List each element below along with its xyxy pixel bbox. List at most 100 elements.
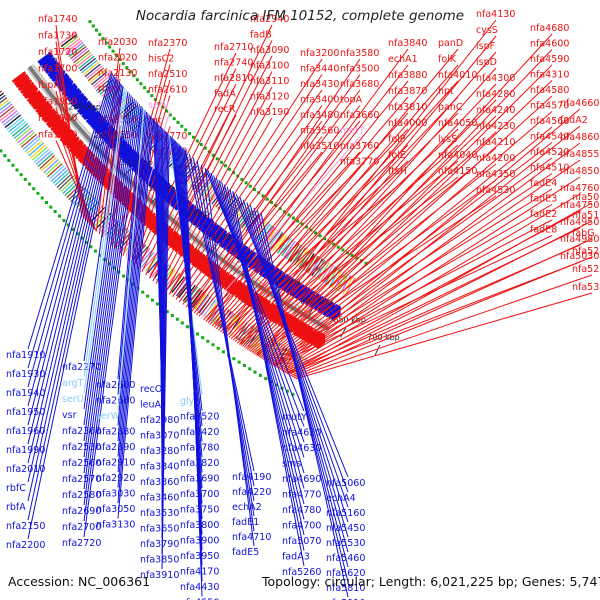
- forward-gene-label: nfa2740: [214, 58, 253, 69]
- outer-tick-dot: [80, 236, 84, 240]
- scale-label: 450 kbp: [206, 233, 239, 242]
- reverse-gene-label-leader: [83, 95, 132, 442]
- inner-tick-dot: [223, 164, 227, 168]
- forward-gene-label: nfa4980: [560, 234, 599, 245]
- outer-tick-dot: [285, 389, 289, 393]
- forward-gene-label: nfa3840: [388, 38, 427, 49]
- inner-tick-dot: [135, 78, 139, 82]
- reverse-cog-mark: [81, 59, 98, 74]
- forward-gene-label: nfa2610: [148, 85, 187, 96]
- forward-gene-label: nfa2350: [98, 115, 137, 126]
- forward-cog-mark: [39, 154, 56, 170]
- reverse-gene-label-leader: [117, 119, 154, 519]
- forward-cog-mark: [54, 171, 71, 186]
- outer-tick-dot: [248, 367, 252, 371]
- inner-tick-dot: [165, 109, 169, 113]
- outer-tick-dot: [146, 294, 150, 298]
- forward-gene-label: folK: [438, 54, 457, 65]
- reverse-gene-label: fadA3: [282, 552, 310, 563]
- forward-gene-label: nfa4560: [530, 116, 569, 127]
- forward-gene-label-leader: [292, 256, 593, 378]
- forward-cog-mark: [58, 175, 74, 191]
- forward-gene-label-leader: [137, 68, 237, 269]
- outer-tick-dot: [185, 325, 189, 329]
- forward-gene-label: nfa4150: [438, 166, 477, 177]
- inner-tick-dot: [318, 234, 322, 238]
- outer-tick-dot: [216, 346, 220, 350]
- reverse-cog-mark: [258, 223, 271, 241]
- forward-gene-label: nfa3510: [300, 141, 339, 152]
- forward-cog-mark: [24, 138, 41, 153]
- forward-gene-label: nfa4510: [530, 163, 569, 174]
- forward-gene-label: nfa5110: [572, 210, 600, 221]
- reverse-gene-label: vsr: [62, 410, 77, 421]
- forward-gene-label-leader: [185, 136, 323, 308]
- scale-tick: [69, 112, 79, 121]
- forward-gene-label-leader: [215, 128, 409, 330]
- outer-tick-dot: [0, 149, 3, 153]
- forward-cog-mark: [43, 158, 59, 174]
- forward-gene-label: nfa4680: [530, 23, 569, 34]
- reverse-cog-mark: [89, 69, 106, 84]
- outer-tick-dot: [3, 154, 7, 158]
- reverse-gene-label: nfa1940: [6, 388, 45, 399]
- outer-tick-dot: [275, 383, 279, 387]
- forward-cog-mark: [115, 229, 130, 246]
- reverse-gene-label-leader: [215, 177, 305, 474]
- reverse-gene-label-leader: [246, 202, 349, 538]
- forward-gene-label: nfa3110: [250, 76, 289, 87]
- reverse-gene-label: nfa3950: [180, 551, 219, 562]
- reverse-gene-label: glyU: [180, 396, 201, 407]
- forward-gene-label: nfa5050: [572, 192, 600, 203]
- inner-tick-dot: [88, 20, 92, 24]
- inner-tick-dot: [191, 135, 195, 139]
- reverse-gene-label: nfa2910: [96, 458, 135, 469]
- reverse-cog-mark: [287, 243, 300, 261]
- forward-cog-mark: [6, 116, 23, 131]
- forward-gene-label-leader: [256, 195, 497, 356]
- forward-gene-label: lysS: [438, 134, 457, 145]
- forward-cog-mark: [1, 110, 18, 124]
- reverse-gene-label-leader: [27, 77, 117, 426]
- reverse-gene-label: nfa2920: [96, 473, 135, 484]
- outer-tick-dot: [232, 357, 236, 361]
- forward-gene-label: nfa4010: [438, 70, 477, 81]
- reverse-gene-label-leader: [204, 168, 305, 412]
- inner-tick-dot: [364, 261, 368, 265]
- forward-gene-label: nfa4280: [476, 89, 515, 100]
- forward-cog-mark: [184, 286, 199, 304]
- forward-gene-label: fadB: [250, 30, 272, 41]
- forward-cog-mark: [15, 127, 32, 142]
- forward-gene-label-leader: [236, 160, 459, 344]
- reverse-gene-label-leader: [27, 86, 124, 540]
- forward-gene-label: fadA2: [560, 115, 588, 126]
- forward-gene-label: nfa4050: [438, 118, 477, 129]
- inner-tick-dot: [261, 194, 265, 198]
- outer-tick-dot: [165, 310, 169, 314]
- outer-tick-dot: [291, 392, 295, 396]
- inner-tick-dot: [244, 181, 248, 185]
- reverse-gene-label: nfa2010: [6, 464, 45, 475]
- forward-gene-label-leader: [276, 142, 581, 369]
- reverse-gene-label-leader: [161, 134, 170, 570]
- outer-tick-dot: [7, 158, 11, 162]
- forward-cog-mark: [4, 114, 22, 129]
- outer-tick-dot: [136, 286, 140, 290]
- forward-gene-label: topA: [340, 95, 363, 106]
- forward-gene-label-leader: [191, 74, 361, 312]
- forward-gene-label: nfa3200: [300, 48, 339, 59]
- inner-tick-dot: [203, 146, 207, 150]
- reverse-gene-label-leader: [239, 196, 349, 508]
- reverse-gene-label: nfa3050: [96, 504, 135, 515]
- scale-label: 500 kbp: [237, 255, 270, 264]
- forward-gene-label-leader: [248, 115, 497, 351]
- reverse-cog-mark: [237, 208, 251, 226]
- reverse-gene-label: nfa1960: [6, 426, 45, 437]
- reverse-gene-label: fadE1: [232, 517, 259, 528]
- forward-gene-label: panC: [438, 102, 463, 113]
- reverse-gene-label-leader: [117, 116, 152, 488]
- inner-tick-dot: [211, 153, 215, 157]
- outer-tick-dot: [242, 363, 246, 367]
- forward-cog-mark: [142, 253, 157, 270]
- reverse-gene-label: rbfC: [6, 483, 26, 494]
